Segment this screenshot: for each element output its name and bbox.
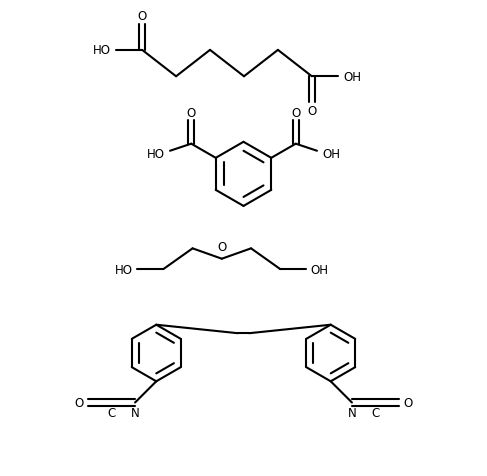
Text: OH: OH	[322, 147, 340, 160]
Text: HO: HO	[115, 263, 133, 276]
Text: O: O	[307, 105, 317, 118]
Text: O: O	[217, 241, 226, 254]
Text: O: O	[291, 106, 300, 119]
Text: O: O	[403, 396, 412, 409]
Text: C: C	[372, 407, 380, 419]
Text: N: N	[131, 407, 139, 419]
Text: OH: OH	[343, 70, 361, 84]
Text: C: C	[107, 407, 115, 419]
Text: O: O	[137, 10, 147, 23]
Text: O: O	[187, 106, 196, 119]
Text: O: O	[75, 396, 84, 409]
Text: HO: HO	[93, 44, 111, 57]
Text: OH: OH	[310, 263, 328, 276]
Text: N: N	[348, 407, 356, 419]
Text: HO: HO	[147, 147, 165, 160]
